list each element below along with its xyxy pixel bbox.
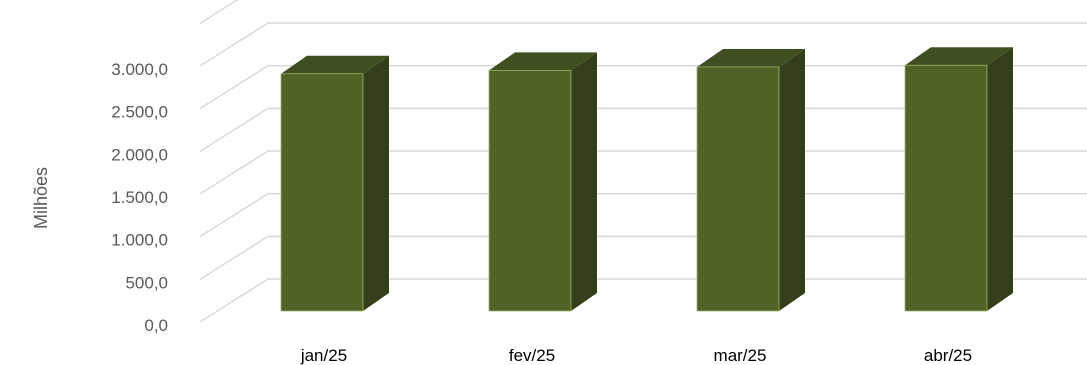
bar-side bbox=[363, 55, 389, 312]
bar bbox=[280, 55, 389, 312]
bar bbox=[696, 48, 805, 312]
bar bbox=[904, 47, 1013, 312]
bar-front bbox=[696, 66, 780, 312]
y-tick-label: 1.500,0 bbox=[111, 188, 168, 207]
bar-top bbox=[905, 47, 1013, 66]
bar-front bbox=[280, 73, 364, 312]
x-tick-label: abr/25 bbox=[924, 346, 972, 365]
y-tick-label: 2.000,0 bbox=[111, 145, 168, 164]
gridline-diagonal bbox=[199, 278, 269, 323]
x-tick-label: fev/25 bbox=[509, 346, 555, 365]
gridline-diagonal bbox=[199, 235, 269, 280]
y-axis-tick-labels: 0,0 500,0 1.000,0 1.500,0 2.000,0 2.500,0 3.00… bbox=[111, 60, 168, 335]
x-tick-label: mar/25 bbox=[714, 346, 767, 365]
gridline-diagonal bbox=[199, 0, 239, 24]
y-tick-label: 1.000,0 bbox=[111, 231, 168, 250]
bar-side bbox=[987, 47, 1013, 312]
bar-side bbox=[571, 52, 597, 312]
gridline-diagonal bbox=[199, 107, 269, 152]
y-tick-label: 0,0 bbox=[144, 316, 168, 335]
x-axis-tick-labels: jan/25 fev/25 mar/25 abr/25 bbox=[300, 346, 972, 365]
y-tick-label: 500,0 bbox=[125, 273, 168, 292]
bar-top bbox=[697, 48, 805, 67]
bar-front bbox=[488, 69, 572, 312]
gridline-diagonal bbox=[199, 150, 269, 195]
bar-side bbox=[779, 48, 805, 312]
gridline-diagonal bbox=[199, 65, 269, 110]
bars bbox=[280, 47, 1013, 312]
y-tick-label: 3.000,0 bbox=[111, 60, 168, 79]
bar-top bbox=[489, 52, 597, 71]
gridline-diagonal bbox=[199, 193, 269, 238]
x-tick-label: jan/25 bbox=[300, 346, 347, 365]
y-tick-label: 2.500,0 bbox=[111, 103, 168, 122]
y-axis-title: Milhões bbox=[31, 167, 51, 229]
bar-front bbox=[904, 64, 988, 312]
bar-top bbox=[281, 55, 389, 74]
bar bbox=[488, 52, 597, 312]
gridline-diagonal bbox=[199, 22, 269, 67]
